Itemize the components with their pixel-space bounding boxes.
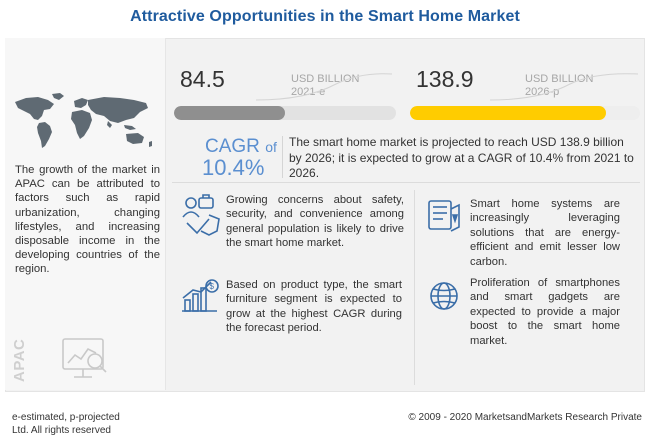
cagr-label: CAGR of — [205, 136, 277, 157]
growth-chart-icon: $ — [182, 279, 219, 312]
page-title: Attractive Opportunities in the Smart Ho… — [130, 8, 520, 25]
market-2026-bar — [410, 106, 640, 120]
region-label: APAC — [11, 338, 28, 382]
market-2021-unit: USD BILLION 2021-e — [291, 73, 360, 98]
arc-decoration-2026 — [490, 73, 639, 101]
energy-efficient-icon — [428, 200, 460, 232]
insight-text-1: Growing concerns about safety, security,… — [226, 194, 404, 250]
horizontal-divider — [172, 182, 640, 183]
vertical-divider — [414, 190, 415, 385]
insight-text-2: Smart home systems are increasingly leve… — [470, 198, 620, 268]
market-2021-bar-fill — [174, 106, 285, 120]
market-2026-unit: USD BILLION 2026-p — [525, 73, 594, 98]
market-2021-value: 84.5 — [180, 66, 225, 92]
cagr-value: 10.4% — [202, 155, 265, 180]
world-map-icon — [15, 93, 152, 148]
security-concerns-icon — [182, 194, 220, 236]
footer-note: e-estimated, p-projected Ltd. All rights… — [12, 412, 120, 436]
insight-text-4: Proliferation of smartphones and smart g… — [470, 277, 620, 347]
region-description: The growth of the market in APAC can be … — [15, 164, 160, 276]
region-column — [5, 38, 166, 390]
cagr-divider — [282, 136, 283, 178]
cagr-description: The smart home market is projected to re… — [289, 135, 634, 181]
footer-copyright: © 2009 - 2020 MarketsandMarkets Research… — [408, 412, 642, 423]
svg-text:$: $ — [210, 282, 215, 291]
market-2021-bar — [174, 106, 396, 120]
insight-text-3: Based on product type, the smart furnitu… — [226, 279, 402, 335]
arc-decoration-2021 — [256, 73, 393, 101]
market-2026-value: 138.9 — [416, 66, 474, 92]
globe-network-icon — [430, 282, 458, 310]
market-2026-bar-fill — [410, 106, 606, 120]
analysis-chart-icon — [62, 338, 107, 378]
